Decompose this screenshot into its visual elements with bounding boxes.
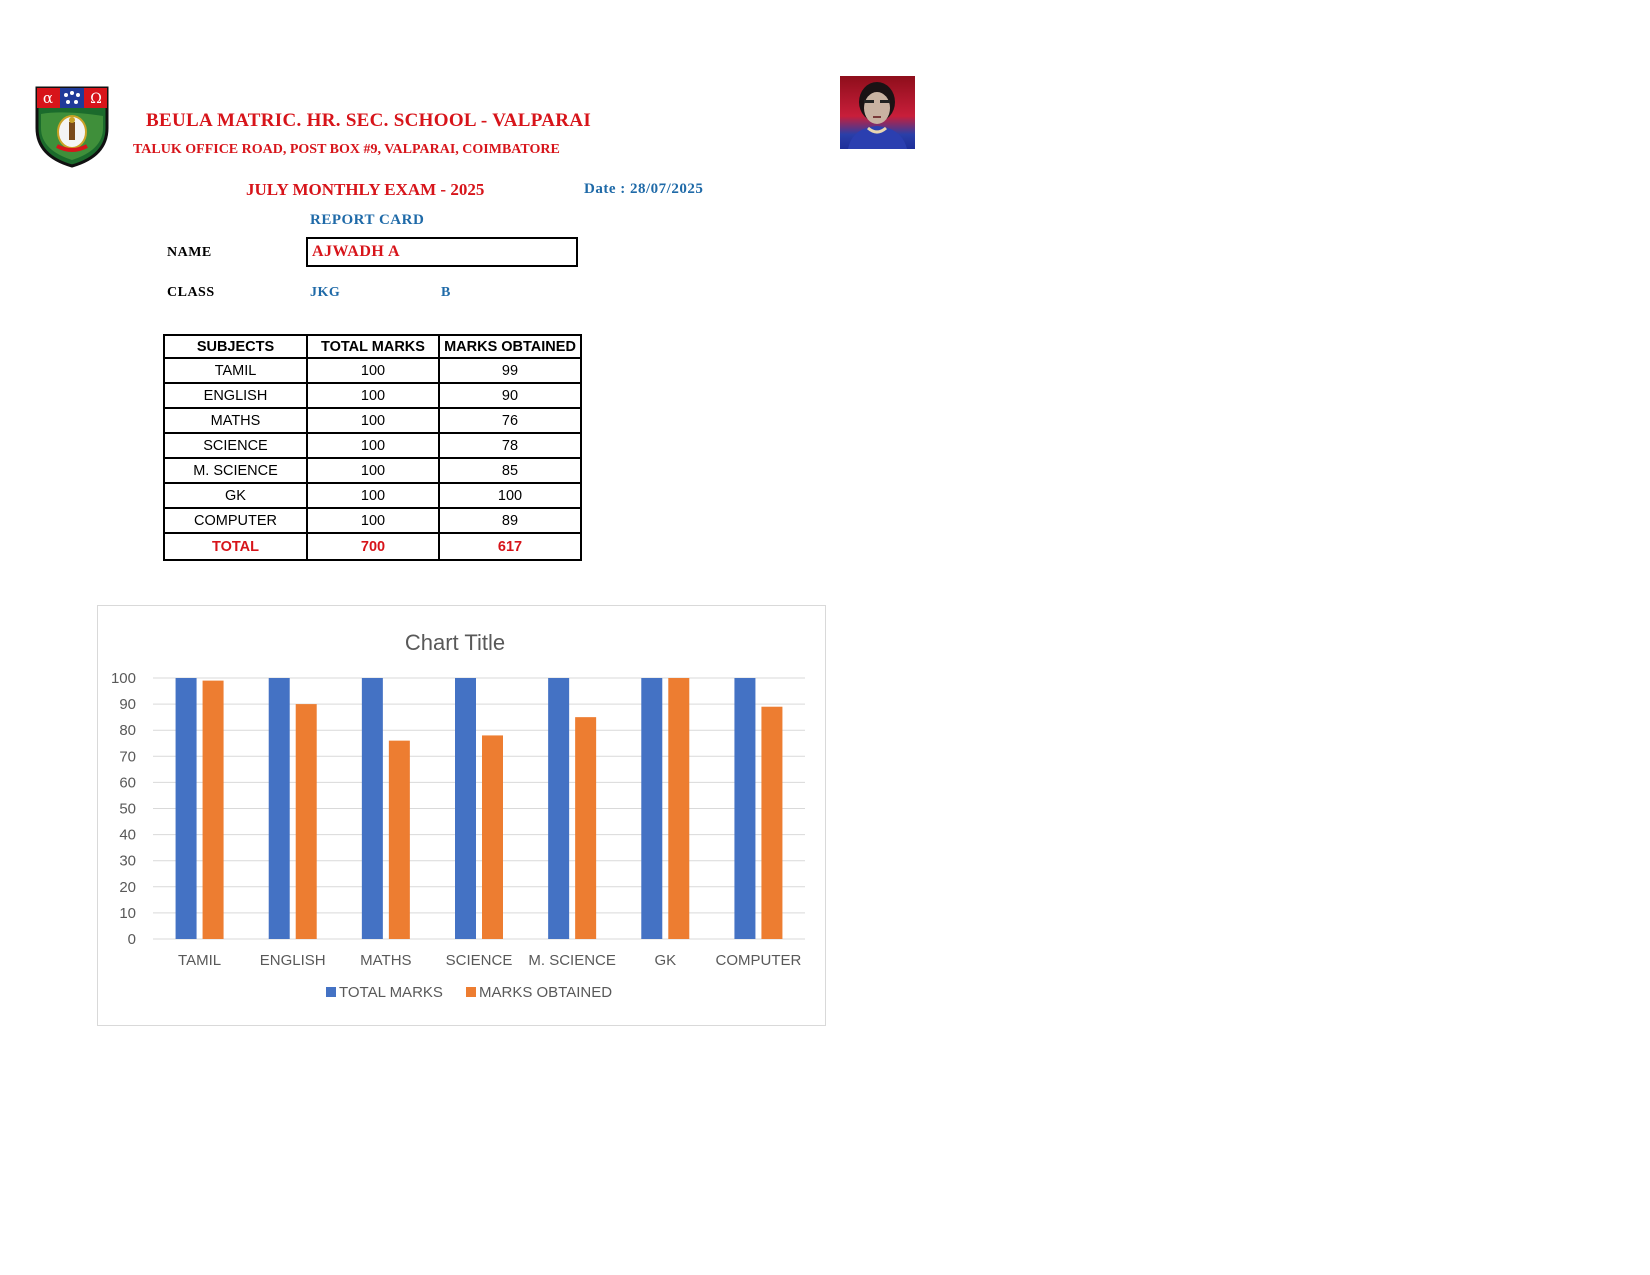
y-tick-label: 40: [119, 827, 136, 844]
svg-text:α: α: [43, 89, 53, 107]
chart-svg: Chart Title 0 10 20 30 40 50 60 70 80 90 100 TAMIL EN…: [111, 630, 805, 1001]
x-tick-label: COMPUTER: [716, 952, 802, 969]
student-name: AJWADH A: [312, 243, 401, 260]
total-row: TOTAL 700 617: [163, 532, 582, 561]
total-marks-cell: 100: [306, 382, 440, 409]
student-name-field: AJWADH A: [306, 237, 578, 267]
y-tick-label: 60: [119, 774, 136, 791]
svg-text:Ω: Ω: [90, 91, 102, 107]
marks-chart: Chart Title 0 10 20 30 40 50 60 70 80 90 100 TAMIL EN…: [97, 605, 826, 1026]
subject-cell: SCIENCE: [163, 432, 308, 459]
marks-obtained-cell: 78: [438, 432, 582, 459]
bar-marks-obtained: [295, 704, 317, 939]
x-tick-label: M. SCIENCE: [528, 952, 616, 969]
subject-cell: TAMIL: [163, 357, 308, 384]
total-marks-cell: 100: [306, 507, 440, 534]
total-marks-cell: 100: [306, 482, 440, 509]
y-tick-label: 20: [119, 879, 136, 896]
table-row: M. SCIENCE 100 85: [163, 457, 582, 484]
marks-obtained-cell: 76: [438, 407, 582, 434]
school-name: BEULA MATRIC. HR. SEC. SCHOOL - VALPARAI: [146, 110, 592, 131]
table-row: GK 100 100: [163, 482, 582, 509]
bar-total-marks: [361, 678, 383, 939]
marks-obtained-cell: 90: [438, 382, 582, 409]
section-value: B: [441, 285, 451, 300]
x-tick-label: ENGLISH: [260, 952, 326, 969]
subject-cell: M. SCIENCE: [163, 457, 308, 484]
total-marks-cell: 100: [306, 457, 440, 484]
school-address: TALUK OFFICE ROAD, POST BOX #9, VALPARAI…: [133, 142, 560, 157]
x-tick-label: GK: [654, 952, 676, 969]
table-row: COMPUTER 100 89: [163, 507, 582, 534]
bar-total-marks: [455, 678, 476, 939]
exam-date: Date : 28/07/2025: [584, 181, 704, 197]
bar-marks-obtained: [668, 678, 690, 939]
marks-table: SUBJECTS TOTAL MARKS MARKS OBTAINED TAMI…: [163, 334, 582, 561]
y-tick-label: 30: [119, 853, 136, 870]
marks-obtained-cell: 89: [438, 507, 582, 534]
marks-obtained-sum-cell: 617: [438, 532, 582, 561]
header-subjects: SUBJECTS: [163, 334, 308, 359]
exam-title: JULY MONTHLY EXAM - 2025: [246, 180, 485, 199]
bar-total-marks: [175, 678, 197, 939]
class-value: JKG: [310, 285, 341, 300]
x-tick-label: TAMIL: [178, 952, 221, 969]
marks-obtained-cell: 100: [438, 482, 582, 509]
y-tick-label: 50: [119, 801, 136, 818]
name-label: NAME: [167, 245, 212, 260]
bar-total-marks: [548, 678, 570, 939]
bar-marks-obtained: [575, 717, 597, 939]
subject-cell: COMPUTER: [163, 507, 308, 534]
table-row: MATHS 100 76: [163, 407, 582, 434]
bar-total-marks: [268, 678, 290, 939]
y-tick-label: 90: [119, 696, 136, 713]
bar-marks-obtained: [202, 680, 224, 939]
school-crest-icon: α Ω: [33, 84, 111, 168]
table-header-row: SUBJECTS TOTAL MARKS MARKS OBTAINED: [163, 334, 582, 359]
bar-total-marks: [641, 678, 663, 939]
legend-label: TOTAL MARKS: [339, 984, 443, 1001]
bar-marks-obtained: [388, 740, 410, 939]
report-card-label: REPORT CARD: [310, 212, 425, 228]
total-marks-cell: 100: [306, 432, 440, 459]
marks-obtained-cell: 85: [438, 457, 582, 484]
chart-title: Chart Title: [405, 630, 505, 655]
x-tick-label: MATHS: [360, 952, 411, 969]
legend-label: MARKS OBTAINED: [479, 984, 612, 1001]
y-tick-label: 100: [111, 670, 136, 687]
header-total-marks: TOTAL MARKS: [306, 334, 440, 359]
subject-cell: GK: [163, 482, 308, 509]
bar-marks-obtained: [482, 735, 503, 939]
x-tick-label: SCIENCE: [446, 952, 513, 969]
y-tick-label: 80: [119, 722, 136, 739]
table-row: SCIENCE 100 78: [163, 432, 582, 459]
header-marks-obtained: MARKS OBTAINED: [438, 334, 582, 359]
student-photo: [840, 76, 915, 149]
y-tick-label: 10: [119, 905, 136, 922]
total-marks-sum-cell: 700: [306, 532, 440, 561]
class-label: CLASS: [167, 285, 215, 300]
y-tick-label: 70: [119, 748, 136, 765]
total-marks-cell: 100: [306, 407, 440, 434]
legend-swatch: [326, 987, 336, 997]
marks-obtained-cell: 99: [438, 357, 582, 384]
y-tick-label: 0: [128, 931, 136, 948]
bar-total-marks: [734, 678, 756, 939]
table-row: TAMIL 100 99: [163, 357, 582, 384]
subject-cell: ENGLISH: [163, 382, 308, 409]
total-marks-cell: 100: [306, 357, 440, 384]
subject-cell: MATHS: [163, 407, 308, 434]
legend-swatch: [466, 987, 476, 997]
bar-marks-obtained: [761, 706, 783, 939]
table-row: ENGLISH 100 90: [163, 382, 582, 409]
total-label-cell: TOTAL: [163, 532, 308, 561]
